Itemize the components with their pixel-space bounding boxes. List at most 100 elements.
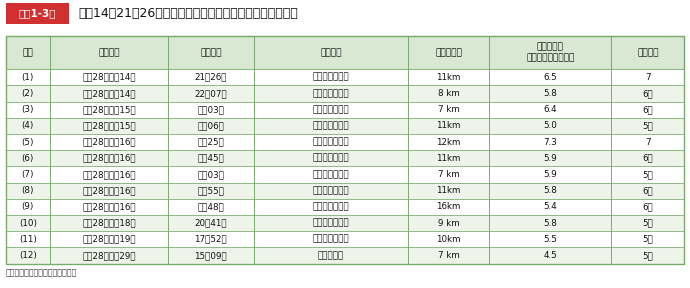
Text: 22時07分: 22時07分 [195, 89, 227, 98]
Text: 大分県中部: 大分県中部 [317, 251, 344, 260]
Text: 平成28年４月14日: 平成28年４月14日 [82, 89, 136, 98]
Text: (9): (9) [21, 202, 34, 211]
FancyBboxPatch shape [6, 150, 684, 166]
Text: 震央地名: 震央地名 [320, 48, 342, 57]
Text: 平成28年４月16日: 平成28年４月16日 [82, 170, 136, 179]
Text: 地震の規模
（マグニチュード）: 地震の規模 （マグニチュード） [526, 43, 575, 62]
Text: 平成28年４月15日: 平成28年４月15日 [82, 105, 136, 114]
Text: (4): (4) [21, 121, 34, 130]
Text: 平成28年４月14日: 平成28年４月14日 [82, 73, 136, 82]
Text: １時25分: １時25分 [197, 138, 224, 147]
Text: (12): (12) [19, 251, 37, 260]
Text: 7: 7 [645, 73, 651, 82]
Text: 熊本県熊本地方: 熊本県熊本地方 [313, 154, 349, 163]
Text: 7: 7 [645, 138, 651, 147]
Text: (3): (3) [21, 105, 34, 114]
Text: 7 km: 7 km [437, 251, 460, 260]
Text: ９時48分: ９時48分 [197, 202, 224, 211]
FancyBboxPatch shape [6, 199, 684, 215]
Text: 平成28年４月16日: 平成28年４月16日 [82, 186, 136, 195]
FancyBboxPatch shape [6, 85, 684, 102]
Text: 5強: 5強 [642, 235, 653, 244]
Text: 20時41分: 20時41分 [195, 219, 227, 228]
Text: 6強: 6強 [642, 186, 653, 195]
Text: 5.4: 5.4 [544, 202, 558, 211]
Text: 10km: 10km [436, 235, 461, 244]
FancyBboxPatch shape [6, 3, 69, 24]
Text: 5.8: 5.8 [544, 219, 558, 228]
Text: 熊本県熊本地方: 熊本県熊本地方 [313, 138, 349, 147]
Text: 平成28年４月18日: 平成28年４月18日 [82, 219, 136, 228]
Text: 平成28年４月16日: 平成28年４月16日 [82, 202, 136, 211]
Text: ０時03分: ０時03分 [197, 105, 224, 114]
Text: 熊本県熊本地方: 熊本県熊本地方 [313, 73, 349, 82]
Text: 7.3: 7.3 [544, 138, 558, 147]
Text: ０時06分: ０時06分 [197, 121, 224, 130]
Text: 熊本県熊本地方: 熊本県熊本地方 [313, 105, 349, 114]
Text: 5.8: 5.8 [544, 89, 558, 98]
Text: 9 km: 9 km [438, 219, 460, 228]
Text: (5): (5) [21, 138, 34, 147]
Text: （備考）　気象庁資料により作成: （備考） 気象庁資料により作成 [6, 269, 77, 278]
Text: 5強: 5強 [642, 170, 653, 179]
Text: 平成28年４月16日: 平成28年４月16日 [82, 138, 136, 147]
Text: 6強: 6強 [642, 105, 653, 114]
Text: 平成28年４月29日: 平成28年４月29日 [82, 251, 136, 260]
Text: 21時26分: 21時26分 [195, 73, 227, 82]
Text: 5強: 5強 [642, 121, 653, 130]
FancyBboxPatch shape [6, 102, 684, 118]
Text: 発生時刻: 発生時刻 [200, 48, 221, 57]
Text: 5.5: 5.5 [544, 235, 558, 244]
Text: 4.5: 4.5 [544, 251, 558, 260]
Text: (11): (11) [19, 235, 37, 244]
Text: 平成28年４月15日: 平成28年４月15日 [82, 121, 136, 130]
Text: 熊本県熊本地方: 熊本県熊本地方 [313, 121, 349, 130]
Text: 5.8: 5.8 [544, 186, 558, 195]
Text: 震源の深さ: 震源の深さ [435, 48, 462, 57]
Text: 熊本県熊本地方: 熊本県熊本地方 [313, 89, 349, 98]
Text: 7 km: 7 km [437, 170, 460, 179]
Text: 発生月日: 発生月日 [99, 48, 120, 57]
Text: 熊本県阿蘇地方: 熊本県阿蘇地方 [313, 186, 349, 195]
FancyBboxPatch shape [6, 166, 684, 183]
Text: 7 km: 7 km [437, 105, 460, 114]
Text: 最大震度: 最大震度 [637, 48, 659, 57]
Text: (6): (6) [21, 154, 34, 163]
Text: 11km: 11km [437, 186, 461, 195]
FancyBboxPatch shape [6, 247, 684, 264]
Text: (7): (7) [21, 170, 34, 179]
FancyBboxPatch shape [6, 134, 684, 150]
Text: １時45分: １時45分 [197, 154, 224, 163]
Text: 特集1-3表: 特集1-3表 [19, 9, 56, 18]
Text: 6弱: 6弱 [642, 154, 653, 163]
Text: 番号: 番号 [23, 48, 33, 57]
FancyBboxPatch shape [6, 118, 684, 134]
FancyBboxPatch shape [6, 231, 684, 247]
Text: ３時55分: ３時55分 [197, 186, 224, 195]
Text: 5.0: 5.0 [544, 121, 558, 130]
Text: 5.9: 5.9 [544, 170, 558, 179]
Text: 5.9: 5.9 [544, 154, 558, 163]
Text: 熊本県熊本地方: 熊本県熊本地方 [313, 235, 349, 244]
Text: 6.4: 6.4 [544, 105, 557, 114]
Text: ３時03分: ３時03分 [197, 170, 224, 179]
FancyBboxPatch shape [6, 36, 684, 69]
Text: 8 km: 8 km [437, 89, 460, 98]
Text: (10): (10) [19, 219, 37, 228]
Text: 6弱: 6弱 [642, 202, 653, 211]
Text: 5強: 5強 [642, 219, 653, 228]
FancyBboxPatch shape [6, 215, 684, 231]
Text: 12km: 12km [437, 138, 461, 147]
Text: 平成28年４月19日: 平成28年４月19日 [82, 235, 136, 244]
FancyBboxPatch shape [6, 69, 684, 85]
Text: 16km: 16km [437, 202, 461, 211]
Text: 平成28年４月16日: 平成28年４月16日 [82, 154, 136, 163]
Text: 11km: 11km [437, 73, 461, 82]
Text: 6弱: 6弱 [642, 89, 653, 98]
Text: 17時52分: 17時52分 [195, 235, 227, 244]
Text: 11km: 11km [437, 121, 461, 130]
Text: 6.5: 6.5 [544, 73, 558, 82]
Text: ４月14日21時26分以降に発生した最大震度５強以上の地震: ４月14日21時26分以降に発生した最大震度５強以上の地震 [79, 7, 298, 20]
Text: (8): (8) [21, 186, 34, 195]
Text: (2): (2) [21, 89, 34, 98]
